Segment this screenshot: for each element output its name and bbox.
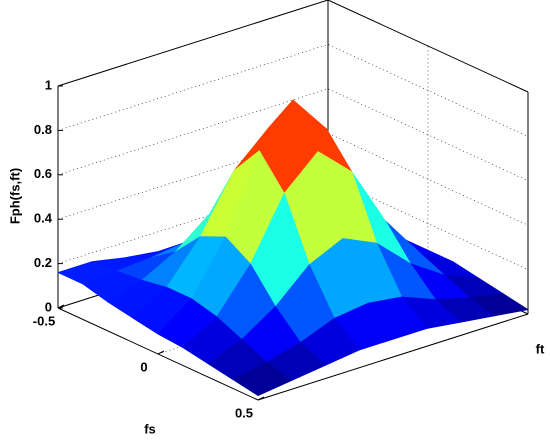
x-tick-label: 0.5 bbox=[235, 405, 253, 420]
x-tick-mark bbox=[57, 304, 65, 309]
z-tick-label: 0 bbox=[45, 299, 52, 314]
surface-patch bbox=[232, 361, 293, 397]
x-tick-mark bbox=[257, 396, 265, 401]
y-axis-label: ft bbox=[536, 341, 545, 356]
z-axis-label: Fph(fs,ft) bbox=[7, 168, 22, 224]
z-tick-label: 0.6 bbox=[34, 166, 52, 181]
x-tick-mark bbox=[157, 350, 165, 355]
z-tick-label: 0.8 bbox=[34, 122, 52, 137]
z-tick-label: 0.4 bbox=[34, 211, 53, 226]
x-tick-label: -0.5 bbox=[33, 313, 55, 328]
labels: Fph(fs,ft) fs ft 00.20.40.60.81-0.500.5 bbox=[7, 77, 545, 436]
grid-line bbox=[57, 0, 529, 93]
x-tick-label: 0 bbox=[140, 359, 147, 374]
z-tick-label: 0.2 bbox=[34, 255, 52, 270]
z-tick-label: 1 bbox=[45, 77, 52, 92]
surface bbox=[57, 99, 529, 397]
x-axis-label: fs bbox=[144, 421, 156, 436]
